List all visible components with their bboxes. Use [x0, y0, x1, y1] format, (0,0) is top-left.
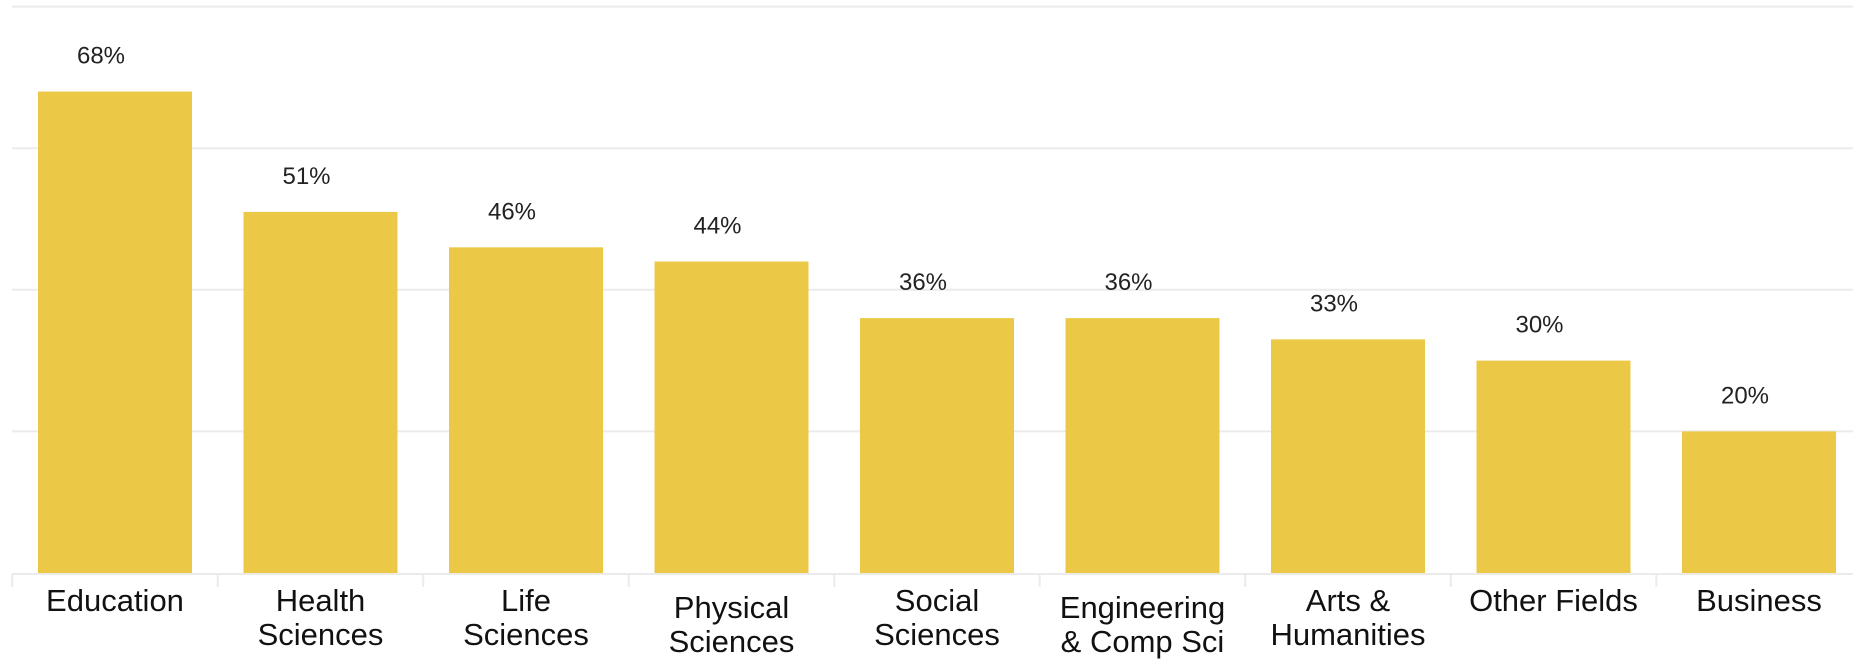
category-label-line: Sciences [874, 617, 1000, 652]
category-label-line: Social [895, 583, 979, 618]
bar [1271, 339, 1425, 573]
category-label: Other Fields [1469, 583, 1638, 618]
category-label: Physical Sciences [669, 590, 795, 659]
category-label: Social Sciences [874, 583, 1000, 652]
value-label: 68% [77, 43, 125, 70]
bars [38, 91, 1836, 574]
bar [1682, 431, 1836, 573]
category-label: Arts & Humanities [1270, 583, 1425, 652]
category-label-line: & Comp Sci [1061, 624, 1225, 659]
category-label-line: Physical [674, 590, 789, 625]
value-label: 30% [1515, 312, 1563, 339]
category-label-line: Education [46, 583, 184, 618]
category-label-line: Health [276, 583, 366, 618]
category-label-line: Sciences [669, 624, 795, 659]
category-label-line: Business [1696, 583, 1822, 618]
value-label: 46% [488, 198, 536, 225]
value-label: 51% [282, 163, 330, 190]
bar [1476, 360, 1631, 573]
category-label: Education [46, 583, 184, 618]
category-label-line: Arts & [1306, 583, 1391, 618]
value-label: 44% [693, 212, 741, 239]
bar [1065, 318, 1220, 573]
value-labels: 68% 51% 46% 44% 36% 36% 33% 30% 20% [77, 43, 1769, 410]
category-label: Life Sciences [463, 583, 589, 652]
bar [38, 91, 192, 573]
bar [449, 247, 603, 573]
bar [243, 211, 398, 574]
category-label: Engineering & Comp Sci [1060, 590, 1225, 659]
bar [860, 318, 1014, 573]
category-label-line: Life [501, 583, 551, 618]
value-label: 33% [1310, 290, 1358, 317]
category-label-line: Sciences [463, 617, 589, 652]
category-label-line: Humanities [1270, 617, 1425, 652]
category-label-line: Other Fields [1469, 583, 1638, 618]
category-label-line: Sciences [258, 617, 384, 652]
bar [654, 261, 809, 573]
value-label: 36% [1104, 269, 1152, 296]
category-label: Business [1696, 583, 1822, 618]
category-label: Health Sciences [258, 583, 384, 652]
value-label: 20% [1721, 382, 1769, 409]
category-label-line: Engineering [1060, 590, 1225, 625]
value-label: 36% [899, 269, 947, 296]
